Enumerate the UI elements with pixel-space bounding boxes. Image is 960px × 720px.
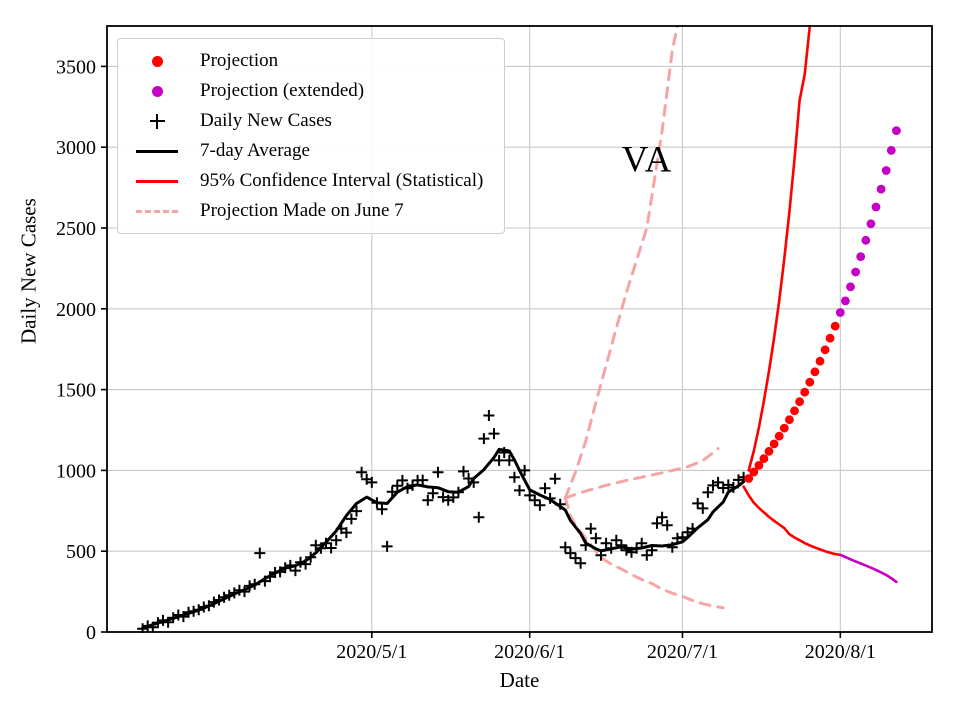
x-tick-label: 2020/5/1 bbox=[336, 641, 407, 663]
data-point bbox=[810, 367, 820, 377]
series-seven_day_average bbox=[141, 447, 746, 630]
pink-dashed-line-marker-icon bbox=[126, 209, 188, 213]
series-june7_projection_upper bbox=[563, 25, 679, 500]
red-line-marker-icon bbox=[126, 179, 188, 183]
x-tick-label: 2020/7/1 bbox=[647, 641, 718, 663]
x-tick-label: 2020/6/1 bbox=[494, 641, 565, 663]
data-point bbox=[841, 296, 850, 306]
data-point bbox=[759, 454, 769, 463]
data-point bbox=[886, 146, 896, 155]
data-point bbox=[744, 474, 754, 483]
black-line-marker-icon bbox=[126, 149, 188, 153]
data-point bbox=[795, 397, 804, 407]
y-tick-label: 1000 bbox=[56, 460, 96, 482]
data-point bbox=[835, 308, 845, 317]
y-tick-label: 1500 bbox=[56, 380, 96, 402]
data-point bbox=[892, 126, 901, 135]
legend-item-7-day-average: 7-day Average bbox=[126, 136, 496, 166]
y-tick-label: 500 bbox=[66, 541, 96, 563]
data-point bbox=[749, 467, 759, 477]
plot-border bbox=[106, 25, 933, 633]
data-point bbox=[820, 345, 830, 355]
legend-label: 95% Confidence Interval (Statistical) bbox=[200, 170, 484, 191]
series-june7_projection_lower bbox=[563, 496, 725, 610]
series-group bbox=[137, 25, 901, 633]
data-point bbox=[876, 184, 886, 194]
data-point bbox=[825, 333, 835, 343]
data-point bbox=[851, 267, 860, 277]
y-tick-label: 2500 bbox=[56, 218, 96, 240]
data-point bbox=[866, 219, 876, 229]
data-point bbox=[805, 377, 815, 387]
data-point bbox=[779, 423, 789, 433]
legend-label: 7-day Average bbox=[200, 140, 310, 161]
legend-label: Projection Made on June 7 bbox=[200, 200, 404, 221]
data-point bbox=[856, 252, 866, 261]
x-tick-label: 2020/8/1 bbox=[805, 641, 876, 663]
data-point bbox=[769, 439, 779, 449]
tick-labels: 2020/5/1 2020/6/1 2020/7/1 2020/8/1 0 500 1000… bbox=[56, 56, 876, 663]
series-ci_lower bbox=[742, 485, 842, 557]
series-june7_projection_central bbox=[563, 447, 720, 500]
y-tick-label: 3500 bbox=[56, 56, 96, 78]
legend-label: Projection bbox=[200, 50, 279, 71]
data-point bbox=[785, 415, 794, 425]
legend-item-june7-projection: Projection Made on June 7 bbox=[126, 196, 496, 226]
data-point bbox=[774, 431, 784, 441]
plus-marker-icon bbox=[126, 113, 188, 129]
legend-label: Daily New Cases bbox=[200, 110, 332, 131]
legend-label: Projection (extended) bbox=[200, 80, 365, 101]
data-point bbox=[754, 461, 764, 470]
legend-item-daily-new-cases: Daily New Cases bbox=[126, 106, 496, 136]
x-axis-title: Date bbox=[499, 668, 540, 692]
y-tick-label: 0 bbox=[86, 622, 96, 644]
series-projection_extended bbox=[835, 126, 901, 317]
legend-item-projection: Projection bbox=[126, 46, 496, 76]
series-projection bbox=[744, 321, 840, 483]
data-point bbox=[830, 321, 840, 331]
y-tick-label: 2000 bbox=[56, 299, 96, 321]
data-point bbox=[790, 406, 799, 416]
data-point bbox=[871, 202, 881, 212]
data-point bbox=[815, 356, 825, 366]
projection-extended-dot-marker-icon bbox=[126, 85, 188, 97]
data-point bbox=[881, 166, 891, 175]
series-ci_lower_extended bbox=[839, 553, 898, 584]
data-point bbox=[764, 446, 774, 456]
y-tick-label: 3000 bbox=[56, 137, 96, 159]
data-point bbox=[846, 282, 855, 292]
series-daily_new_cases bbox=[137, 410, 750, 633]
y-axis-title: Daily New Cases bbox=[16, 198, 41, 344]
series-ci_upper bbox=[747, 25, 812, 472]
legend-item-projection-extended: Projection (extended) bbox=[126, 76, 496, 106]
tick-marks bbox=[101, 65, 842, 638]
legend: Projection Projection (extended) Daily N… bbox=[117, 38, 505, 234]
state-annotation-label: VA bbox=[621, 139, 673, 181]
data-point bbox=[861, 235, 871, 245]
data-point bbox=[800, 387, 810, 397]
legend-item-confidence-interval: 95% Confidence Interval (Statistical) bbox=[126, 166, 496, 196]
projection-dot-marker-icon bbox=[126, 55, 188, 67]
